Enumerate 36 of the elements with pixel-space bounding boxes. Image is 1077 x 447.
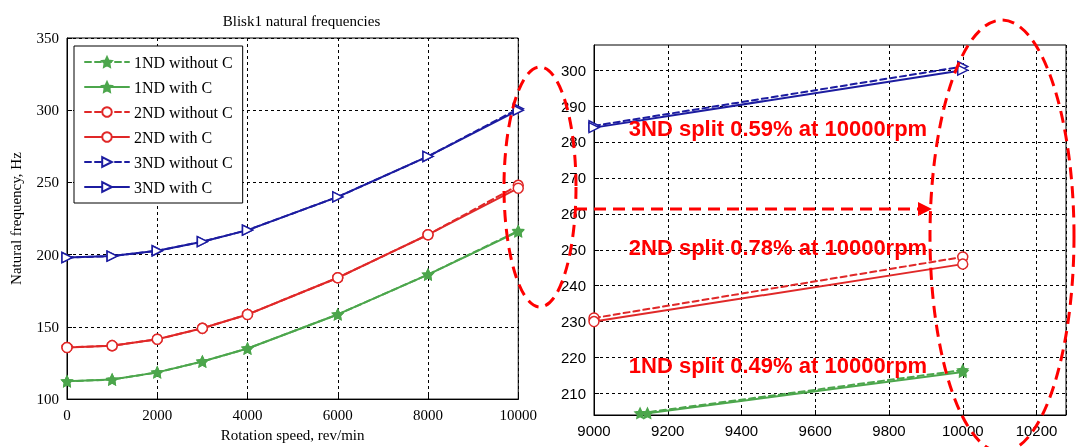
- y-tick-label: 150: [36, 318, 59, 335]
- legend-label: 1ND with C: [134, 78, 213, 96]
- chart-title: Blisk1 natural frequencies: [222, 12, 381, 29]
- legend-label: 2ND with C: [134, 128, 213, 146]
- y-tick-label: 300: [560, 61, 586, 79]
- x-tick-label: 10000: [941, 422, 984, 439]
- annotation: 1ND split 0.49% at 10000rpm: [628, 352, 928, 378]
- y-tick-label: 350: [36, 30, 59, 46]
- x-tick-label: 9200: [651, 422, 685, 439]
- y-tick-label: 250: [36, 174, 59, 191]
- x-tick-label: 6000: [322, 406, 353, 423]
- y-tick-label: 210: [560, 384, 586, 402]
- y-tick-label: 230: [560, 313, 586, 331]
- x-tick-label: 10200: [1015, 422, 1058, 439]
- y-tick-label: 100: [36, 391, 59, 408]
- y-axis-title: Natural frequency, Hz: [7, 151, 24, 285]
- x-tick-label: 10000: [499, 406, 537, 423]
- x-tick-label: 8000: [413, 406, 443, 423]
- x-tick-label: 2000: [142, 406, 173, 423]
- y-tick-label: 200: [36, 246, 59, 263]
- y-tick-label: 300: [36, 102, 59, 119]
- legend-label: 2ND without C: [134, 103, 233, 121]
- legend-label: 3ND with C: [134, 178, 213, 196]
- x-axis-title: Rotation speed, rev/min: [220, 426, 365, 443]
- y-tick-label: 220: [560, 349, 586, 367]
- x-tick-label: 9400: [724, 422, 759, 439]
- annotation: 3ND split 0.59% at 10000rpm: [628, 115, 928, 141]
- x-tick-label: 9600: [798, 422, 832, 439]
- legend-label: 3ND without C: [134, 153, 233, 171]
- x-tick-label: 9800: [872, 422, 906, 439]
- annotation: 2ND split 0.78% at 10000rpm: [628, 234, 928, 260]
- x-tick-label: 9000: [577, 422, 611, 439]
- legend-label: 1ND without C: [134, 53, 233, 71]
- y-tick-label: 240: [560, 277, 586, 295]
- x-tick-label: 4000: [232, 406, 263, 423]
- x-tick-label: 0: [63, 406, 71, 423]
